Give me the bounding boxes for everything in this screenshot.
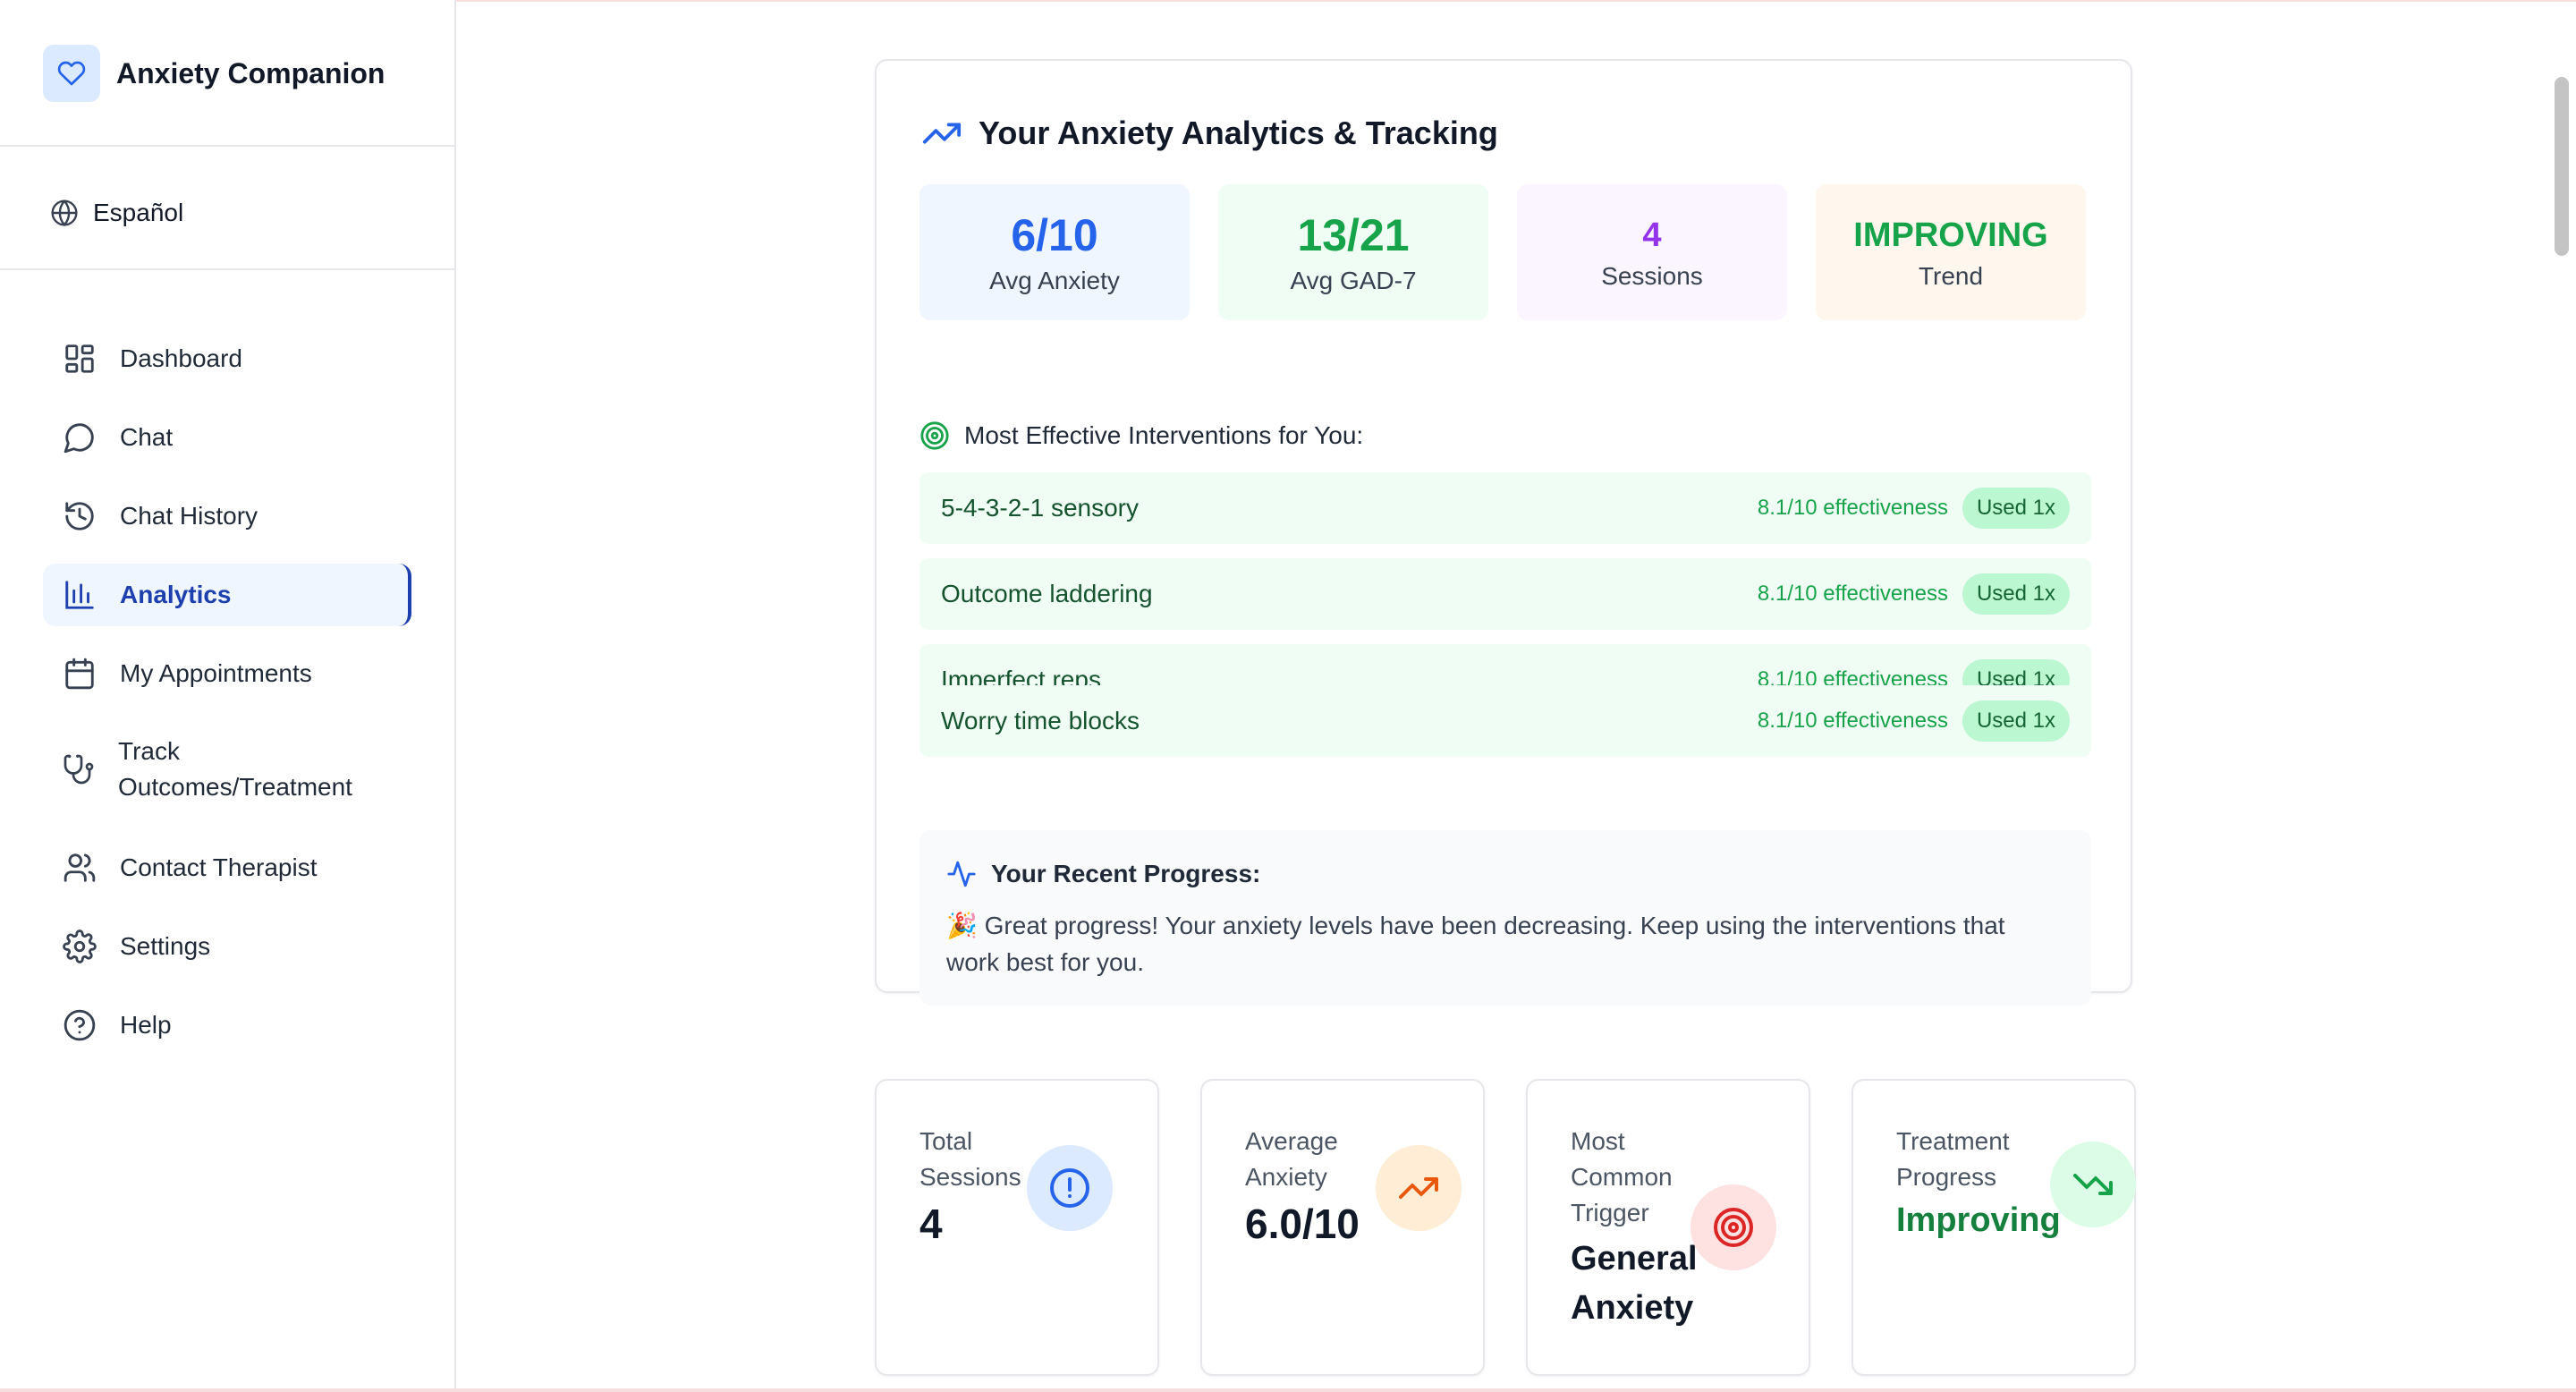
stat-value: IMPROVING	[1853, 216, 2048, 254]
heart-icon	[43, 45, 100, 102]
intervention-name: Outcome laddering	[941, 580, 1153, 607]
gear-icon	[63, 929, 97, 963]
chat-icon	[64, 423, 94, 454]
stat-label: Avg Anxiety	[989, 267, 1120, 294]
sidebar-item-contact-therapist[interactable]: Contact Therapist	[43, 836, 411, 899]
trending-down-icon	[2073, 1174, 2113, 1195]
metric-value: General Anxiety	[1571, 1240, 1698, 1327]
recent-progress-box: Your Recent Progress: 🎉 Great progress! …	[919, 830, 2091, 1006]
sidebar-item-chat-history[interactable]: Chat History	[43, 485, 411, 547]
metric-icon-wrap	[1376, 1145, 1462, 1231]
language-toggle[interactable]: Español	[50, 199, 183, 227]
target-icon	[920, 421, 949, 450]
stethoscope-icon	[64, 754, 94, 785]
sidebar-item-label: Dashboard	[120, 344, 242, 372]
metric-value: 6.0/10	[1245, 1201, 1360, 1247]
metric-common-trigger: Most Common Trigger General Anxiety	[1526, 1079, 1810, 1376]
metric-icon-wrap	[2050, 1142, 2136, 1227]
brand[interactable]: Anxiety Companion	[43, 45, 385, 102]
app-title: Anxiety Companion	[116, 56, 386, 89]
sidebar-item-analytics[interactable]: Analytics	[43, 564, 411, 626]
language-label: Español	[93, 199, 184, 226]
metric-value: Improving	[1896, 1201, 2061, 1239]
sidebar-item-label: My Appointments	[120, 659, 312, 687]
sidebar-item-dashboard[interactable]: Dashboard	[43, 327, 411, 390]
intervention-name: Worry time blocks	[941, 707, 1140, 734]
recent-progress-heading: Your Recent Progress:	[946, 859, 1260, 889]
sidebar: Anxiety Companion Español Dashboard Chat…	[0, 0, 456, 1392]
interventions-heading-text: Most Effective Interventions for You:	[964, 421, 1364, 449]
recent-progress-text: 🎉 Great progress! Your anxiety levels ha…	[946, 912, 2005, 976]
metric-average-anxiety: Average Anxiety 6.0/10	[1200, 1079, 1485, 1376]
bar-chart-icon	[65, 581, 94, 609]
intervention-row: 5-4-3-2-1 sensory 8.1/10 effectiveness U…	[919, 472, 2091, 544]
scrollbar-thumb[interactable]	[2555, 77, 2569, 256]
usage-badge: Used 1x	[1962, 700, 2070, 742]
intervention-effectiveness: 8.1/10 effectiveness	[1757, 709, 1948, 733]
analytics-title: Your Anxiety Analytics & Tracking	[921, 113, 1498, 154]
metric-icon-wrap	[1690, 1184, 1776, 1270]
activity-icon	[947, 861, 976, 887]
sidebar-item-label: Analytics	[120, 581, 232, 608]
sidebar-item-label: Chat History	[120, 502, 258, 530]
calendar-icon	[65, 658, 94, 690]
intervention-row: Outcome laddering 8.1/10 effectiveness U…	[919, 558, 2091, 630]
intervention-effectiveness: 8.1/10 effectiveness	[1757, 496, 1948, 520]
help-circle-icon	[64, 1009, 96, 1041]
stat-sessions: 4 Sessions	[1517, 184, 1787, 320]
sidebar-item-track-outcomes[interactable]: Track Outcomes/Treatment	[43, 726, 411, 812]
metric-label: Most Common Trigger	[1571, 1127, 1673, 1226]
analytics-title-text: Your Anxiety Analytics & Tracking	[979, 115, 1498, 151]
globe-icon	[51, 199, 78, 226]
usage-badge: Used 1x	[1962, 488, 2070, 529]
metric-label: Treatment Progress	[1896, 1127, 2010, 1191]
metric-label: Average Anxiety	[1245, 1127, 1338, 1191]
sidebar-item-label: Track Outcomes/Treatment	[118, 737, 352, 801]
sidebar-item-label: Help	[120, 1011, 172, 1039]
trending-up-icon	[922, 123, 962, 144]
stat-avg-anxiety: 6/10 Avg Anxiety	[919, 184, 1190, 320]
dashboard-icon	[65, 344, 94, 373]
sidebar-item-appointments[interactable]: My Appointments	[43, 642, 411, 705]
scrollbar[interactable]	[2551, 72, 2569, 1392]
usage-badge: Used 1x	[1962, 573, 2070, 615]
intervention-name: 5-4-3-2-1 sensory	[941, 494, 1139, 522]
sidebar-item-help[interactable]: Help	[43, 994, 411, 1057]
metric-value: 4	[919, 1201, 943, 1247]
sidebar-item-settings[interactable]: Settings	[43, 915, 411, 978]
sidebar-divider	[0, 268, 456, 270]
alert-circle-icon	[1050, 1168, 1089, 1208]
sidebar-divider	[0, 145, 456, 147]
stat-trend: IMPROVING Trend	[1816, 184, 2086, 320]
sidebar-item-label: Settings	[120, 932, 211, 960]
sidebar-item-label: Contact Therapist	[120, 853, 318, 881]
metric-label: Total Sessions	[919, 1127, 1021, 1191]
stat-value: 13/21	[1297, 210, 1410, 260]
intervention-row: Worry time blocks 8.1/10 effectiveness U…	[919, 685, 2091, 757]
metric-treatment-progress: Treatment Progress Improving	[1852, 1079, 2136, 1376]
recent-progress-title: Your Recent Progress:	[991, 860, 1261, 887]
target-icon	[1714, 1208, 1753, 1247]
metric-icon-wrap	[1027, 1145, 1113, 1231]
stat-avg-gad7: 13/21 Avg GAD-7	[1218, 184, 1488, 320]
intervention-effectiveness: 8.1/10 effectiveness	[1757, 581, 1948, 606]
analytics-card: Your Anxiety Analytics & Tracking 6/10 A…	[875, 59, 2132, 1006]
metric-total-sessions: Total Sessions 4	[875, 1079, 1159, 1376]
history-icon	[65, 502, 94, 530]
stat-label: Trend	[1918, 262, 1984, 290]
sidebar-item-label: Chat	[120, 423, 174, 451]
trending-up-icon	[1399, 1177, 1438, 1199]
stat-value: 6/10	[1011, 210, 1098, 260]
interventions-heading: Most Effective Interventions for You:	[919, 420, 1363, 451]
stat-label: Avg GAD-7	[1290, 267, 1417, 294]
sidebar-item-chat[interactable]: Chat	[43, 406, 411, 469]
stat-label: Sessions	[1601, 262, 1703, 290]
stat-value: 4	[1642, 216, 1662, 254]
users-icon	[64, 853, 96, 882]
